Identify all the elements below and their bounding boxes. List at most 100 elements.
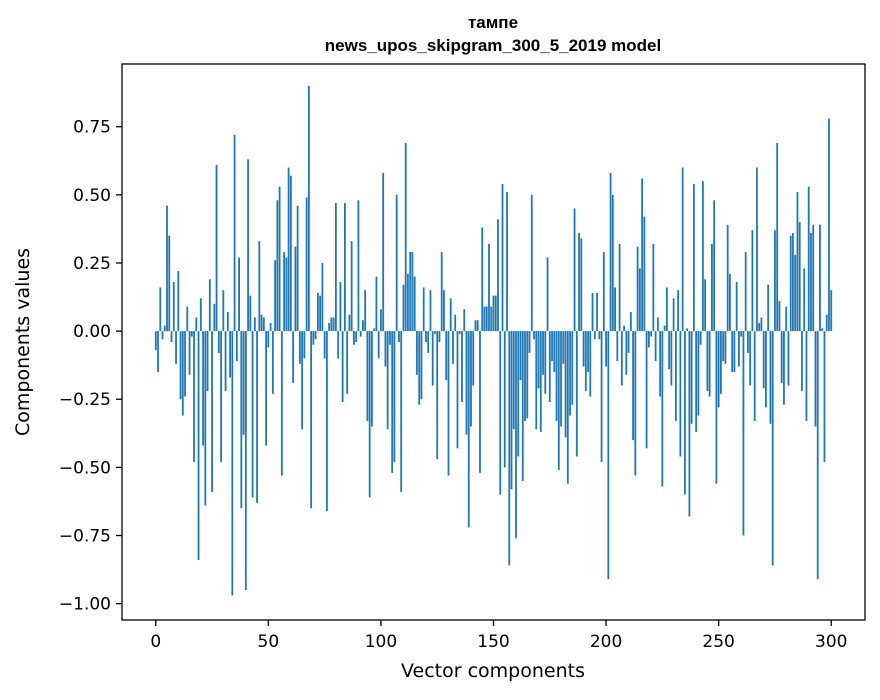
bar-38 <box>240 331 243 509</box>
bar-70 <box>312 331 315 345</box>
bar-257 <box>733 331 736 372</box>
bar-179 <box>557 331 560 471</box>
bar-89 <box>355 331 358 342</box>
bar-273 <box>769 331 772 424</box>
bar-288 <box>803 268 806 332</box>
bar-168 <box>533 331 535 340</box>
bar-41 <box>247 159 249 332</box>
y-tick-label: 0.00 <box>73 322 111 342</box>
bar-266 <box>753 331 756 422</box>
bar-45 <box>256 331 258 503</box>
bar-173 <box>544 331 547 394</box>
y-tick-label: 0.50 <box>73 186 111 206</box>
bar-87 <box>350 241 353 332</box>
x-tick-label: 0 <box>150 632 161 652</box>
bar-101 <box>382 173 385 332</box>
bar-202 <box>609 173 612 332</box>
bar-220 <box>650 331 653 337</box>
bar-209 <box>625 331 628 375</box>
bar-164 <box>524 331 526 422</box>
bar-60 <box>289 175 292 332</box>
bar-290 <box>807 186 810 332</box>
bar-67 <box>305 197 308 332</box>
bar-201 <box>607 331 610 580</box>
bar-163 <box>521 331 524 481</box>
plot-frame <box>121 63 866 621</box>
bar-252 <box>722 331 725 362</box>
bar-279 <box>783 331 785 405</box>
bar-53 <box>274 260 276 332</box>
bar-56 <box>280 331 283 476</box>
bar-187 <box>575 331 578 457</box>
bar-291 <box>810 232 812 332</box>
bar-112 <box>407 273 409 332</box>
bar-73 <box>319 295 322 332</box>
bar-265 <box>751 230 754 332</box>
bar-245 <box>706 331 709 392</box>
bar-208 <box>623 325 625 332</box>
bar-72 <box>316 292 319 332</box>
bar-282 <box>789 235 792 332</box>
bar-136 <box>461 331 463 402</box>
bar-155 <box>503 331 506 468</box>
bar-27 <box>215 164 218 332</box>
x-tick-label: 200 <box>590 632 622 652</box>
bar-52 <box>271 331 274 394</box>
bar-111 <box>404 143 407 332</box>
bar-30 <box>222 290 225 332</box>
bar-247 <box>711 243 713 332</box>
bar-132 <box>452 331 454 364</box>
bar-142 <box>474 320 477 332</box>
bar-222 <box>654 331 657 362</box>
bar-109 <box>400 331 403 492</box>
bar-241 <box>697 331 700 416</box>
bar-16 <box>190 331 193 337</box>
bar-68 <box>307 85 310 332</box>
bar-69 <box>310 331 313 509</box>
bar-184 <box>569 331 571 416</box>
bar-296 <box>821 328 824 332</box>
bar-77 <box>328 322 331 332</box>
bar-254 <box>726 224 729 332</box>
bar-19 <box>197 331 200 561</box>
bar-161 <box>517 331 520 457</box>
bar-82 <box>339 282 342 332</box>
bar-206 <box>618 243 621 332</box>
bar-116 <box>416 331 418 375</box>
bar-174 <box>546 257 549 332</box>
bar-133 <box>454 314 457 332</box>
bar-44 <box>253 317 256 332</box>
bar-216 <box>641 178 643 332</box>
bar-261 <box>742 331 745 536</box>
bar-286 <box>798 222 801 332</box>
chart-title-line2: news_upos_skipgram_300_5_2019 model <box>325 36 661 55</box>
bar-150 <box>492 295 495 332</box>
bar-31 <box>224 331 227 392</box>
bar-81 <box>337 331 340 359</box>
bar-9 <box>175 331 177 364</box>
bar-299 <box>828 118 830 332</box>
bar-92 <box>362 320 364 332</box>
bar-0 <box>154 331 157 351</box>
y-tick-label: −1.00 <box>59 595 111 615</box>
bar-37 <box>238 257 240 332</box>
bar-267 <box>756 167 758 332</box>
y-tick-label: 0.75 <box>73 118 111 138</box>
bar-144 <box>479 331 481 473</box>
bar-167 <box>530 194 533 332</box>
bar-293 <box>814 331 817 427</box>
bar-113 <box>409 252 412 332</box>
bar-119 <box>422 287 425 332</box>
bar-148 <box>488 243 490 332</box>
bar-110 <box>402 284 405 332</box>
bar-244 <box>704 279 707 332</box>
bar-124 <box>434 331 436 334</box>
bar-55 <box>278 186 281 332</box>
bar-225 <box>661 331 664 487</box>
bar-181 <box>562 331 565 364</box>
bar-258 <box>735 282 738 332</box>
x-tick-label: 150 <box>477 632 509 652</box>
bar-98 <box>375 276 378 332</box>
bar-65 <box>301 331 304 430</box>
bar-292 <box>812 224 815 332</box>
